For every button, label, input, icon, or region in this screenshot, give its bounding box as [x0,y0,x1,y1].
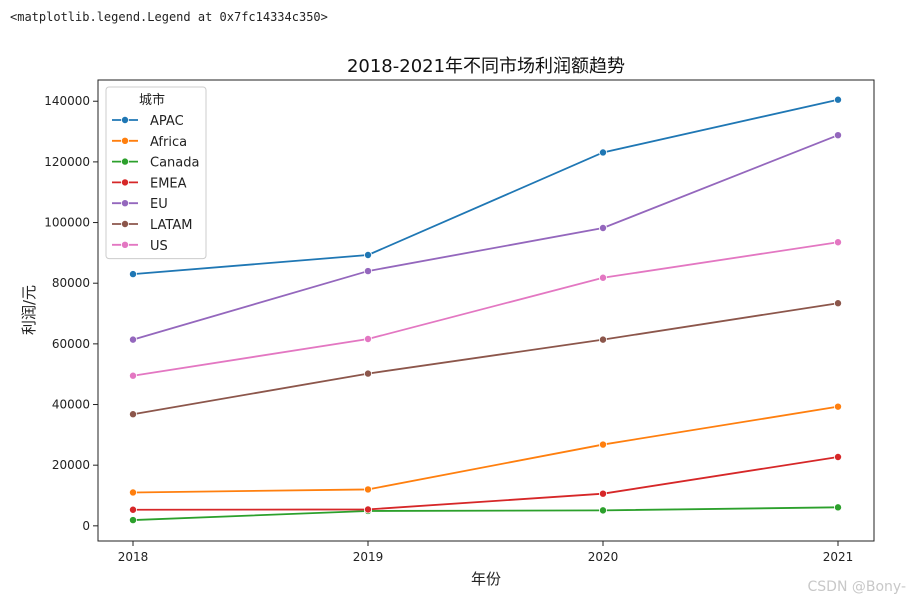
y-tick-label: 120000 [44,155,90,169]
data-point [128,335,137,344]
series-latam [128,299,843,419]
legend-box [105,86,207,260]
data-point [363,335,372,344]
x-tick-label: 2018 [118,550,149,564]
y-tick-label: 100000 [44,216,90,230]
series-emea [128,452,843,514]
legend-item-latam: LATAM [112,218,192,233]
data-point [363,485,372,494]
legend-swatch-marker [121,116,130,125]
y-tick-label: 0 [82,519,90,533]
data-point [599,273,608,282]
legend-swatch-marker [121,157,130,166]
legend-label: US [150,239,168,254]
y-axis: 0 20000 40000 60000 80000 100000 120000 140000 [44,94,98,533]
data-point [363,505,372,514]
legend-item-us: US [112,239,168,254]
data-point [363,267,372,276]
data-point [128,371,137,380]
legend-swatch-marker [121,178,130,187]
legend-label: EMEA [150,176,187,191]
legend-label: Canada [150,156,199,171]
data-point [599,506,608,515]
data-point [599,148,608,157]
data-point [834,95,843,104]
legend-item-eu: EU [112,197,168,212]
data-point [599,489,608,498]
legend-label: APAC [150,114,184,129]
data-point [128,505,137,514]
y-tick-label: 80000 [52,276,90,290]
data-point [128,516,137,525]
data-point [834,402,843,411]
data-point [599,440,608,449]
series-apac [128,95,843,279]
legend-label: EU [150,197,168,212]
data-point [834,452,843,461]
x-tick-label: 2021 [823,550,854,564]
data-point [599,335,608,344]
legend-item-africa: Africa [112,135,187,150]
legend-swatch-marker [121,136,130,145]
y-tick-label: 40000 [52,398,90,412]
series-line [132,302,839,416]
data-point [599,224,608,233]
legend-item-canada: Canada [112,156,199,171]
legend-swatch-marker [121,199,130,208]
data-point [834,131,843,140]
data-point [834,503,843,512]
series-line [132,506,839,521]
series-canada [128,503,843,525]
legend: 城市 APAC Africa Canada EMEA EU LATAM US [105,86,207,260]
y-axis-title: 利润/元 [20,285,38,335]
legend-item-emea: EMEA [112,176,187,191]
series-line [132,241,839,377]
series-africa [128,402,843,497]
x-axis-title: 年份 [471,570,501,588]
series-us [128,238,843,380]
watermark: CSDN @Bony- [807,579,907,595]
series-eu [128,131,843,344]
data-point [128,410,137,419]
plot-area-frame [97,79,875,542]
data-point [834,238,843,247]
legend-title: 城市 [139,92,165,108]
data-point [363,250,372,259]
chart-title: 2018-2021年不同市场利润额趋势 [347,56,625,77]
series-layer [128,95,843,525]
data-point [128,488,137,497]
legend-item-apac: APAC [112,114,184,129]
series-line [132,405,839,494]
y-tick-label: 140000 [44,94,90,108]
x-tick-label: 2020 [588,550,619,564]
y-tick-label: 20000 [52,458,90,472]
series-line [132,456,839,511]
series-line [132,98,839,276]
data-point [834,299,843,308]
legend-label: LATAM [150,218,192,233]
data-point [128,270,137,279]
legend-label: Africa [150,135,187,150]
legend-swatch-marker [121,240,130,249]
legend-swatch-marker [121,219,130,228]
x-tick-label: 2019 [353,550,384,564]
output-repr-text: <matplotlib.legend.Legend at 0x7fc14334c… [10,10,328,24]
data-point [363,369,372,378]
x-axis: 2018 2019 2020 2021 [118,541,854,564]
series-line [132,134,839,341]
y-tick-label: 60000 [52,337,90,351]
